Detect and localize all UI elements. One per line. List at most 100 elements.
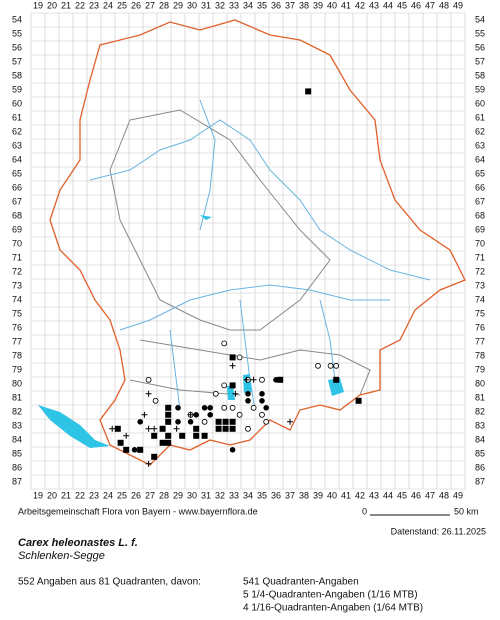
row-label: 61 <box>475 112 485 122</box>
row-label: 63 <box>12 140 22 150</box>
record-dot <box>273 377 279 383</box>
row-label: 67 <box>12 196 22 206</box>
record-square <box>222 425 229 432</box>
record-dot <box>131 447 138 453</box>
row-label: 67 <box>475 196 485 206</box>
row-label: 55 <box>475 28 485 38</box>
record-square <box>277 376 284 383</box>
row-label: 70 <box>475 238 485 248</box>
breakdown: 4 1/16-Quadranten-Angaben (1/64 MTB) <box>243 603 423 614</box>
record-dot <box>175 405 181 411</box>
row-label: 84 <box>475 434 485 444</box>
record-dot <box>187 419 194 425</box>
record-plus <box>250 376 257 383</box>
row-label: 56 <box>475 42 485 52</box>
row-label: 63 <box>475 140 485 150</box>
row-label: 79 <box>12 364 22 374</box>
column-label: 20 <box>47 490 57 500</box>
row-label: 64 <box>475 154 485 164</box>
column-label: 24 <box>103 0 113 10</box>
record-square <box>193 432 200 439</box>
record-square <box>151 453 158 460</box>
row-label: 65 <box>475 168 485 178</box>
column-label: 38 <box>299 490 309 500</box>
record-circle <box>259 376 265 383</box>
column-label: 41 <box>341 0 351 10</box>
state-border <box>49 19 466 466</box>
row-label: 73 <box>475 280 485 290</box>
row-label: 78 <box>475 350 485 360</box>
column-label: 21 <box>61 0 71 10</box>
row-label: 71 <box>12 252 22 262</box>
lakes <box>38 215 344 448</box>
column-label: 39 <box>313 490 323 500</box>
row-label: 62 <box>475 126 485 136</box>
record-plus <box>151 425 158 432</box>
row-label: 86 <box>12 462 22 472</box>
record-dot <box>165 419 171 425</box>
column-label: 31 <box>201 490 211 500</box>
title: Carex heleonastes L. f. <box>18 537 138 549</box>
record-square <box>179 432 186 439</box>
row-label: 54 <box>12 14 22 24</box>
row-label: 80 <box>475 378 485 388</box>
record-dot <box>207 412 213 418</box>
column-label: 39 <box>313 0 323 10</box>
record-square <box>165 404 172 411</box>
record-square <box>201 432 208 439</box>
record-dot <box>175 419 181 425</box>
record-circle <box>221 340 228 347</box>
summary: 552 Angaben aus 81 Quadranten, davon: <box>18 577 201 588</box>
scale-start: 0 <box>362 506 367 516</box>
column-label: 44 <box>383 0 393 10</box>
row-label: 70 <box>12 238 22 248</box>
record-square <box>165 439 172 446</box>
row-label: 76 <box>12 322 22 332</box>
column-label: 44 <box>383 490 393 500</box>
row-label: 73 <box>12 280 22 290</box>
row-label: 83 <box>475 420 485 430</box>
column-label: 42 <box>355 490 365 500</box>
row-label: 77 <box>12 336 22 346</box>
record-circle <box>221 382 228 389</box>
column-label: 43 <box>369 0 379 10</box>
row-label: 71 <box>475 252 485 262</box>
column-label: 45 <box>397 0 407 10</box>
row-label: 59 <box>475 84 485 94</box>
column-label: 20 <box>47 0 57 10</box>
row-label: 81 <box>12 392 22 402</box>
breakdown: 5 1/4-Quadranten-Angaben (1/16 MTB) <box>243 590 418 601</box>
record-circle <box>236 411 243 418</box>
breakdown: 541 Quadranten-Angaben <box>243 577 359 588</box>
record-circle <box>145 376 152 383</box>
record-circle <box>245 425 251 432</box>
region-outline <box>109 109 371 396</box>
column-label: 48 <box>439 0 449 10</box>
record-plus <box>145 460 152 467</box>
column-label: 36 <box>271 490 281 500</box>
record-dot <box>245 398 251 404</box>
column-label: 22 <box>75 0 85 10</box>
date: Datenstand: 26.11.2025 <box>391 526 486 536</box>
record-square <box>151 432 158 439</box>
row-label: 61 <box>12 112 22 122</box>
row-label: 60 <box>475 98 485 108</box>
column-label: 37 <box>285 490 295 500</box>
record-square <box>123 446 130 453</box>
row-label: 78 <box>12 350 22 360</box>
column-label: 48 <box>439 490 449 500</box>
column-label: 19 <box>33 490 43 500</box>
row-label: 86 <box>475 462 485 472</box>
subtitle: Schlenken-Segge <box>18 550 105 562</box>
record-dot <box>245 391 251 397</box>
row-label: 57 <box>475 56 485 66</box>
row-label: 66 <box>12 182 22 192</box>
record-square <box>137 446 144 453</box>
row-label: 85 <box>12 448 22 458</box>
row-label: 57 <box>12 56 22 66</box>
record-plus <box>145 425 152 432</box>
record-square <box>117 439 124 446</box>
record-square <box>215 425 222 432</box>
column-label: 34 <box>243 0 253 10</box>
row-label: 85 <box>475 448 485 458</box>
